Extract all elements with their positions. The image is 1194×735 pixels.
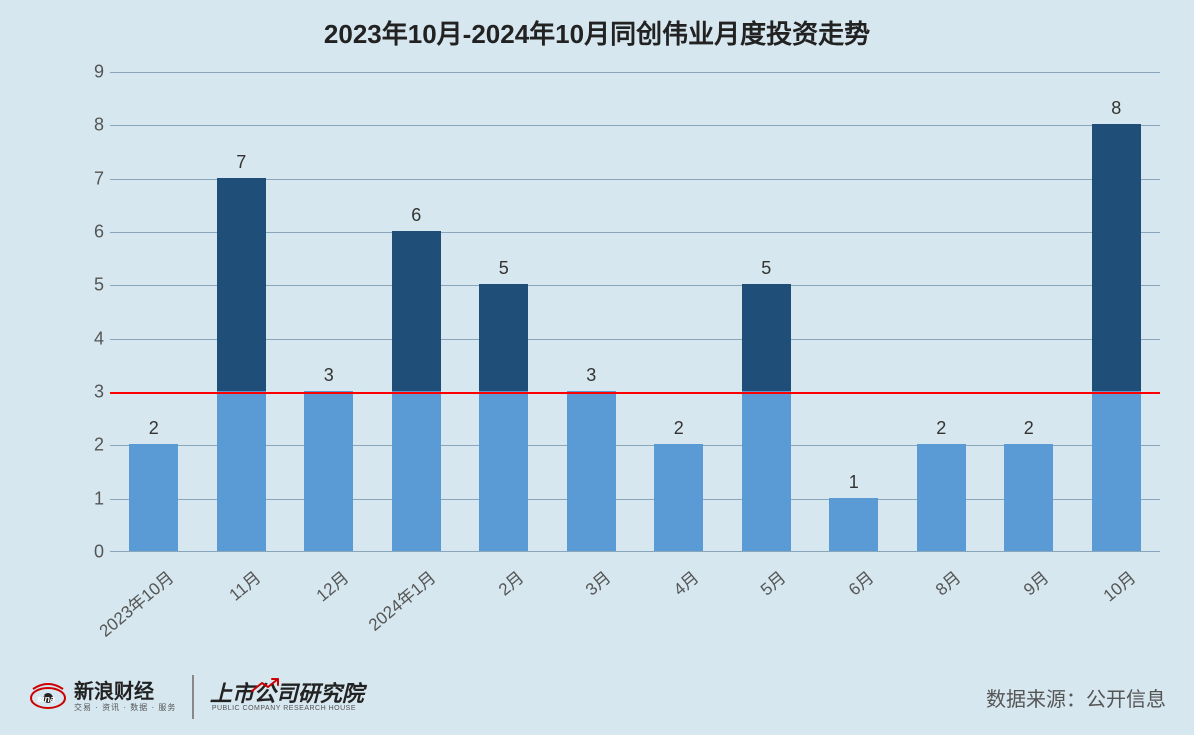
y-tick-label: 0 bbox=[80, 542, 104, 563]
bar-segment-low bbox=[392, 391, 441, 551]
institute-cn: 上市公司研究院 bbox=[210, 683, 364, 705]
y-tick-label: 3 bbox=[80, 382, 104, 403]
bar-segment-high bbox=[742, 284, 791, 391]
bar-segment-high bbox=[1092, 124, 1141, 391]
bar-value-label: 7 bbox=[236, 152, 246, 179]
bar-segment-low bbox=[479, 391, 528, 551]
y-tick-label: 6 bbox=[80, 222, 104, 243]
y-tick-label: 7 bbox=[80, 168, 104, 189]
institute-en: PUBLIC COMPANY RESEARCH HOUSE bbox=[212, 705, 364, 712]
bar-segment-low bbox=[742, 391, 791, 551]
bar-value-label: 2 bbox=[1024, 418, 1034, 445]
x-tick-label: 2023年10月 bbox=[92, 564, 178, 641]
bar-value-label: 8 bbox=[1111, 98, 1121, 125]
bar-segment-high bbox=[392, 231, 441, 391]
x-tick-label: 6月 bbox=[841, 564, 877, 600]
bar-value-label: 5 bbox=[499, 258, 509, 285]
bar-segment-low bbox=[217, 391, 266, 551]
bar bbox=[654, 444, 703, 551]
bar-value-label: 6 bbox=[411, 205, 421, 232]
data-source-label: 数据来源：公开信息 bbox=[986, 683, 1166, 712]
x-tick-label: 5月 bbox=[754, 564, 790, 600]
y-tick-label: 2 bbox=[80, 435, 104, 456]
logo-divider bbox=[192, 675, 194, 719]
grid-line bbox=[110, 339, 1160, 340]
grid-line bbox=[110, 499, 1160, 500]
bar-value-label: 1 bbox=[849, 472, 859, 499]
grid-line bbox=[110, 445, 1160, 446]
sina-word: sina bbox=[37, 694, 55, 704]
sina-logo: sina 新浪财经 交易 · 资讯 · 数据 · 服务 bbox=[28, 682, 176, 712]
plot-area: 012345678922023年10月711月312月62024年1月52月33… bbox=[110, 72, 1160, 552]
bar bbox=[567, 391, 616, 551]
grid-line bbox=[110, 72, 1160, 73]
bar-segment-high bbox=[479, 284, 528, 391]
reference-line bbox=[110, 392, 1160, 394]
bar bbox=[129, 444, 178, 551]
bar bbox=[829, 498, 878, 551]
y-tick-label: 9 bbox=[80, 62, 104, 83]
logo-block: sina 新浪财经 交易 · 资讯 · 数据 · 服务 上市公司研究院 PUBL… bbox=[28, 675, 364, 719]
bar-segment-high bbox=[217, 178, 266, 391]
x-tick-label: 8月 bbox=[929, 564, 965, 600]
grid-line bbox=[110, 125, 1160, 126]
chart-area: 012345678922023年10月711月312月62024年1月52月33… bbox=[70, 72, 1160, 552]
x-tick-label: 2024年1月 bbox=[362, 564, 440, 635]
footer: sina 新浪财经 交易 · 资讯 · 数据 · 服务 上市公司研究院 PUBL… bbox=[0, 667, 1194, 735]
y-tick-label: 8 bbox=[80, 115, 104, 136]
y-tick-label: 4 bbox=[80, 328, 104, 349]
bar-value-label: 3 bbox=[586, 365, 596, 392]
institute-logo: 上市公司研究院 PUBLIC COMPANY RESEARCH HOUSE bbox=[210, 683, 364, 712]
bar-value-label: 2 bbox=[936, 418, 946, 445]
grid-line bbox=[110, 285, 1160, 286]
x-tick-label: 12月 bbox=[309, 564, 353, 606]
x-tick-label: 9月 bbox=[1016, 564, 1052, 600]
institute-cn-text: 上市公司研究院 bbox=[210, 681, 364, 706]
x-tick-label: 4月 bbox=[666, 564, 702, 600]
y-tick-label: 1 bbox=[80, 488, 104, 509]
x-tick-label: 3月 bbox=[579, 564, 615, 600]
bar-value-label: 2 bbox=[674, 418, 684, 445]
chart-title: 2023年10月-2024年10月同创伟业月度投资走势 bbox=[0, 0, 1194, 51]
x-tick-label: 10月 bbox=[1097, 564, 1141, 606]
sina-brand-sub: 交易 · 资讯 · 数据 · 服务 bbox=[74, 704, 176, 712]
bar bbox=[917, 444, 966, 551]
grid-line bbox=[110, 179, 1160, 180]
x-tick-label: 11月 bbox=[223, 564, 266, 605]
bar-segment-low bbox=[1092, 391, 1141, 551]
bar bbox=[304, 391, 353, 551]
bar bbox=[1004, 444, 1053, 551]
bar-value-label: 3 bbox=[324, 365, 334, 392]
y-tick-label: 5 bbox=[80, 275, 104, 296]
grid-line bbox=[110, 232, 1160, 233]
arrow-up-icon bbox=[250, 677, 280, 693]
bar-value-label: 2 bbox=[149, 418, 159, 445]
x-tick-label: 2月 bbox=[491, 564, 527, 600]
sina-eye-icon: sina bbox=[28, 683, 68, 711]
sina-brand-cn: 新浪财经 bbox=[74, 682, 176, 702]
bar-value-label: 5 bbox=[761, 258, 771, 285]
